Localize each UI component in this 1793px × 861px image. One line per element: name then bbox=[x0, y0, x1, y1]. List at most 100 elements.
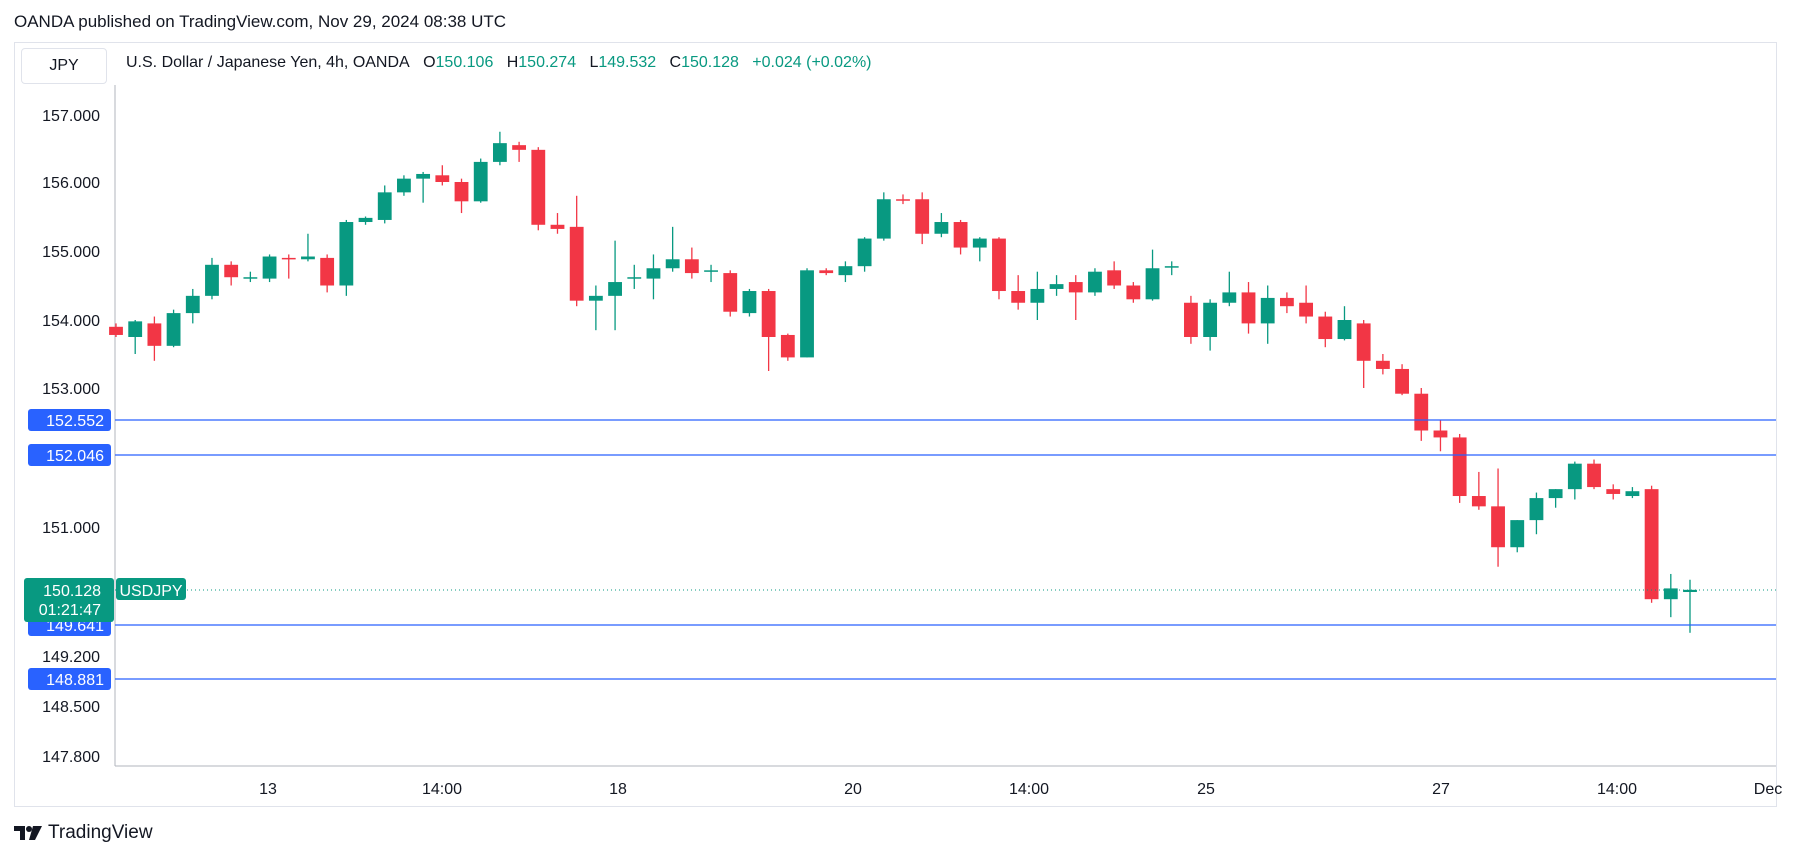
candle-body[interactable] bbox=[1683, 589, 1697, 593]
candle-body[interactable] bbox=[281, 257, 296, 260]
candle-body[interactable] bbox=[1299, 302, 1314, 317]
candle-body[interactable] bbox=[742, 291, 757, 314]
candle-body[interactable] bbox=[1088, 271, 1102, 293]
candle-body[interactable] bbox=[531, 149, 546, 225]
time-axis-tick-label: 25 bbox=[1197, 781, 1215, 798]
candle-body[interactable] bbox=[1222, 292, 1237, 303]
candle-body[interactable] bbox=[473, 161, 488, 202]
time-axis-tick-label: 27 bbox=[1432, 781, 1450, 798]
candle-body[interactable] bbox=[608, 282, 622, 296]
publisher-header: OANDA published on TradingView.com, Nov … bbox=[14, 12, 507, 31]
tradingview-logo-icon bbox=[14, 826, 42, 840]
candle-body[interactable] bbox=[569, 226, 584, 301]
candle-body[interactable] bbox=[1241, 292, 1256, 324]
candle-body[interactable] bbox=[896, 199, 910, 201]
candle-body[interactable] bbox=[1510, 520, 1525, 548]
candle-body[interactable] bbox=[627, 277, 642, 279]
candle-body[interactable] bbox=[1606, 489, 1621, 494]
candle-body[interactable] bbox=[819, 270, 834, 274]
candle-body[interactable] bbox=[761, 291, 776, 337]
candle-body[interactable] bbox=[166, 313, 181, 346]
candle-body[interactable] bbox=[435, 175, 450, 182]
candle-body[interactable] bbox=[512, 145, 527, 150]
candle-body[interactable] bbox=[492, 143, 507, 162]
candle-body[interactable] bbox=[838, 266, 853, 276]
chart-frame[interactable] bbox=[14, 42, 1777, 807]
candle-body[interactable] bbox=[339, 222, 354, 286]
candle-body[interactable] bbox=[1126, 285, 1141, 300]
candle-body[interactable] bbox=[224, 264, 239, 278]
candle-body[interactable] bbox=[1356, 323, 1371, 361]
candle-body[interactable] bbox=[262, 256, 277, 279]
candle-body[interactable] bbox=[1030, 288, 1045, 303]
candle-body[interactable] bbox=[972, 238, 987, 248]
candle-body[interactable] bbox=[1337, 320, 1352, 340]
candle-body[interactable] bbox=[1529, 498, 1544, 521]
candle-body[interactable] bbox=[109, 326, 123, 335]
candle-body[interactable] bbox=[684, 259, 699, 274]
candle-body[interactable] bbox=[1068, 282, 1083, 293]
candle-body[interactable] bbox=[397, 178, 411, 193]
candle-body[interactable] bbox=[665, 259, 680, 269]
candle-body[interactable] bbox=[1318, 316, 1333, 340]
candle-body[interactable] bbox=[185, 295, 200, 314]
candle-body[interactable] bbox=[1184, 302, 1198, 337]
candle-body[interactable] bbox=[1471, 496, 1486, 507]
candle-body[interactable] bbox=[358, 217, 373, 223]
candle-body[interactable] bbox=[1414, 393, 1429, 431]
candle-body[interactable] bbox=[377, 192, 392, 220]
candle-body[interactable] bbox=[1548, 489, 1563, 499]
candle-body[interactable] bbox=[1145, 268, 1160, 300]
last-price-label-box bbox=[24, 578, 114, 622]
candle-body[interactable] bbox=[1395, 368, 1409, 394]
candle-body[interactable] bbox=[646, 268, 661, 279]
last-price-label: 150.128 bbox=[43, 583, 101, 600]
candle-body[interactable] bbox=[1260, 297, 1275, 324]
candle-body[interactable] bbox=[550, 224, 565, 229]
candle-body[interactable] bbox=[992, 238, 1006, 292]
horizontal-line-label-box bbox=[28, 409, 111, 431]
symbol-price-tag-box bbox=[116, 578, 186, 600]
candle-body[interactable] bbox=[320, 257, 335, 286]
candle-body[interactable] bbox=[1107, 270, 1122, 286]
candle-body[interactable] bbox=[876, 199, 891, 239]
candle-body[interactable] bbox=[780, 334, 795, 358]
candle-body[interactable] bbox=[1663, 588, 1678, 600]
candle-body[interactable] bbox=[915, 199, 930, 234]
candle-body[interactable] bbox=[128, 321, 143, 337]
candle-body[interactable] bbox=[1433, 430, 1448, 438]
candle-body[interactable] bbox=[205, 264, 219, 296]
candle-body[interactable] bbox=[588, 295, 603, 301]
candle-body[interactable] bbox=[301, 256, 315, 260]
legend-close-value: 150.128 bbox=[681, 54, 739, 71]
candle-body[interactable] bbox=[243, 277, 258, 279]
candle-body[interactable] bbox=[1279, 297, 1294, 307]
candle-body[interactable] bbox=[723, 273, 738, 312]
candle-body[interactable] bbox=[1567, 463, 1582, 490]
candle-body[interactable] bbox=[1644, 489, 1659, 600]
symbol-price-tag-label: USDJPY bbox=[119, 583, 182, 600]
candle-body[interactable] bbox=[953, 222, 968, 248]
candle-body[interactable] bbox=[1491, 506, 1505, 548]
time-axis-tick-label: 18 bbox=[609, 781, 627, 798]
candle-body[interactable] bbox=[1375, 360, 1390, 369]
candle-body[interactable] bbox=[1049, 284, 1064, 289]
candle-body[interactable] bbox=[1011, 291, 1026, 303]
time-axis-tick-label: 13 bbox=[259, 781, 277, 798]
symbol-search-button[interactable]: JPY bbox=[21, 48, 107, 84]
candle-body[interactable] bbox=[800, 270, 814, 358]
candle-body[interactable] bbox=[934, 222, 949, 234]
candle-body[interactable] bbox=[454, 182, 469, 202]
candle-body[interactable] bbox=[1625, 491, 1640, 497]
candle-body[interactable] bbox=[704, 270, 718, 272]
candle-body[interactable] bbox=[1587, 463, 1601, 488]
candle-body[interactable] bbox=[857, 238, 872, 267]
candle-body[interactable] bbox=[1164, 266, 1179, 268]
candle-body[interactable] bbox=[416, 173, 431, 179]
candle-body[interactable] bbox=[147, 323, 162, 346]
candle-body[interactable] bbox=[1203, 302, 1218, 337]
horizontal-line-label: 148.881 bbox=[46, 672, 104, 689]
candle-body[interactable] bbox=[1452, 437, 1467, 497]
time-axis-tick-label: 14:00 bbox=[1009, 781, 1049, 798]
